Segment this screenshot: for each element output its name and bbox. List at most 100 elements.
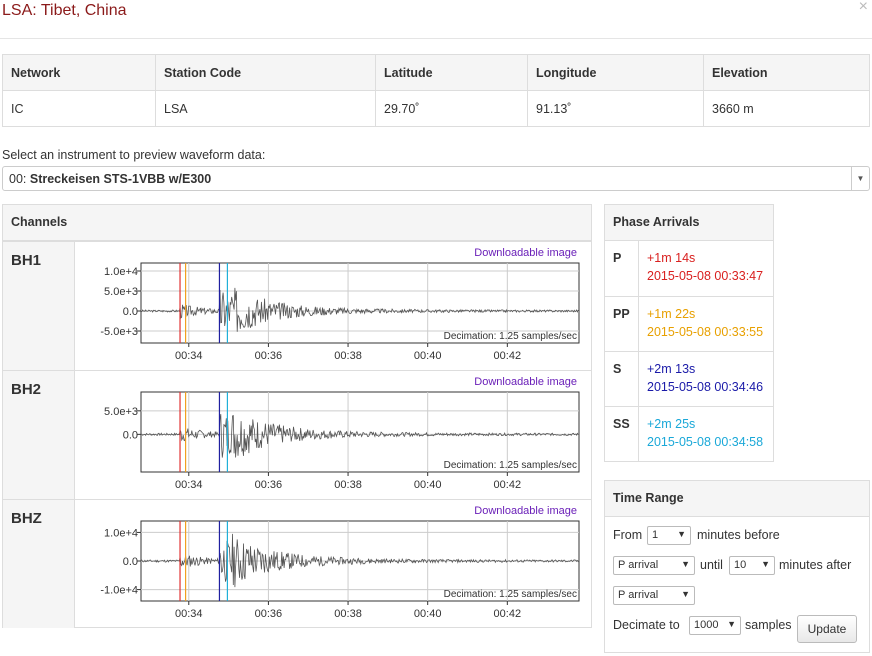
table-header-row: Network Station Code Latitude Longitude …: [2, 54, 870, 91]
y-tick-label: 0.0: [123, 556, 138, 568]
instrument-label: Select an instrument to preview waveform…: [2, 148, 266, 162]
x-tick-label: 00:36: [255, 479, 283, 491]
from-label: From: [613, 528, 643, 542]
x-tick-label: 00:38: [334, 350, 362, 362]
instrument-selected: Streckeisen STS-1VBB w/E300: [29, 172, 212, 186]
phase-relative-time: +2m 13s: [647, 362, 696, 376]
channels-panel: Channels BH1 Downloadable image 00:34 00:36…: [2, 204, 592, 628]
phase-name: S: [605, 352, 639, 406]
downloadable-image-link[interactable]: Downloadable image: [474, 505, 577, 517]
from-minutes-value: 1: [652, 529, 659, 541]
y-tick-label: -5.0e+3: [100, 326, 138, 338]
samples-label: samples: [745, 618, 792, 632]
x-tick-label: 00:36: [255, 608, 283, 620]
start-phase-value: P arrival: [618, 559, 659, 571]
time-range-title: Time Range: [605, 481, 869, 517]
before-label: minutes before: [697, 528, 780, 542]
phase-row-pp: PP +1m 22s 2015-05-08 00:33:55: [605, 296, 773, 351]
phase-arrivals-panel: Phase Arrivals P +1m 14s 2015-05-08 00:33:…: [604, 204, 774, 462]
x-tick-label: 00:34: [175, 350, 203, 362]
col-latitude: Latitude: [375, 54, 528, 91]
phase-relative-time: +2m 25s: [647, 417, 696, 431]
from-minutes-select[interactable]: 1 ▼: [647, 526, 691, 545]
channel-name: BH2: [3, 371, 75, 499]
instrument-select[interactable]: 00: Streckeisen STS-1VBB w/E300 ▼: [2, 166, 870, 191]
x-tick-label: 00:34: [175, 479, 203, 491]
decimation-label: Decimation: 1.25 samples/sec: [444, 589, 577, 600]
y-tick-label: 0.0: [123, 306, 138, 318]
decimation-label: Decimation: 1.25 samples/sec: [444, 331, 577, 342]
channel-row-bh1: BH1 Downloadable image 00:34 00:36 00:38 00:4…: [3, 241, 591, 370]
title-divider: [0, 38, 872, 39]
waveform-plot: 00:34 00:36 00:38 00:40 00:42 1.0e+4 5.0e+3 0.0…: [100, 262, 580, 362]
decimate-label: Decimate to: [613, 618, 680, 632]
until-label: until: [700, 558, 723, 572]
phase-absolute-time: 2015-05-08 00:33:47: [647, 269, 764, 283]
y-tick-label: 1.0e+4: [104, 527, 138, 539]
y-tick-label: 1.0e+4: [104, 266, 138, 278]
elevation-value: 3660 m: [703, 90, 870, 127]
longitude-value: 91.13˚: [527, 90, 704, 127]
close-icon[interactable]: ×: [858, 0, 868, 15]
chevron-down-icon: ▼: [727, 619, 736, 629]
y-tick-label: 5.0e+3: [104, 286, 138, 298]
channel-name: BHZ: [3, 500, 75, 628]
time-range-panel: Time Range From 1 ▼ minutes before P arri…: [604, 480, 870, 653]
until-minutes-select[interactable]: 10 ▼: [729, 556, 775, 575]
table-row: IC LSA 29.70˚ 91.13˚ 3660 m: [2, 90, 870, 127]
chevron-down-icon: ▼: [761, 559, 770, 569]
phase-row-p: P +1m 14s 2015-05-08 00:33:47: [605, 241, 773, 296]
chevron-down-icon: ▼: [681, 559, 690, 569]
end-phase-select[interactable]: P arrival ▼: [613, 586, 695, 605]
phase-absolute-time: 2015-05-08 00:33:55: [647, 325, 764, 339]
phase-relative-time: +1m 22s: [647, 307, 696, 321]
downloadable-image-link[interactable]: Downloadable image: [474, 247, 577, 259]
plot-frame: [140, 391, 580, 473]
waveform-trace: [140, 533, 580, 588]
decimate-value: 1000: [694, 619, 719, 631]
instrument-prefix: 00:: [9, 172, 30, 186]
waveform-plot: 00:34 00:36 00:38 00:40 00:42 5.0e+3 0.0 Decima…: [104, 391, 580, 491]
phase-row-s: S +2m 13s 2015-05-08 00:34:46: [605, 351, 773, 406]
x-tick-label: 00:40: [414, 350, 442, 362]
x-tick-label: 00:42: [494, 608, 522, 620]
col-elevation: Elevation: [703, 54, 870, 91]
waveform-trace: [140, 414, 580, 458]
y-tick-label: -1.0e+4: [100, 585, 138, 597]
chevron-down-icon[interactable]: ▼: [851, 167, 869, 190]
col-station-code: Station Code: [155, 54, 376, 91]
start-phase-select[interactable]: P arrival ▼: [613, 556, 695, 575]
dialog-title: LSA: Tibet, China: [2, 2, 127, 19]
channels-title: Channels: [3, 205, 591, 241]
phase-name: SS: [605, 407, 639, 461]
phase-absolute-time: 2015-05-08 00:34:58: [647, 435, 764, 449]
col-longitude: Longitude: [527, 54, 704, 91]
decimate-select[interactable]: 1000 ▼: [689, 616, 741, 635]
x-tick-label: 00:40: [414, 479, 442, 491]
decimation-label: Decimation: 1.25 samples/sec: [444, 460, 577, 471]
chevron-down-icon: ▼: [681, 589, 690, 599]
y-tick-label: 0.0: [123, 429, 138, 441]
x-tick-label: 00:40: [414, 608, 442, 620]
latitude-value: 29.70˚: [375, 90, 528, 127]
downloadable-image-link[interactable]: Downloadable image: [474, 376, 577, 388]
phase-row-ss: SS +2m 25s 2015-05-08 00:34:58: [605, 406, 773, 461]
x-tick-label: 00:34: [175, 608, 203, 620]
channel-row-bh2: BH2 Downloadable image 00:34 00:36 00:38 00:4…: [3, 370, 591, 499]
waveform-plot: 00:34 00:36 00:38 00:40 00:42 1.0e+4 0.0 -1.0e+…: [100, 520, 580, 620]
channel-row-bhz: BHZ Downloadable image 00:34 00:36 00:38 00:4…: [3, 499, 591, 628]
phase-name: PP: [605, 297, 639, 351]
x-tick-label: 00:36: [255, 350, 283, 362]
y-tick-label: 5.0e+3: [104, 406, 138, 418]
station-info-table: Network Station Code Latitude Longitude …: [2, 54, 870, 127]
end-phase-value: P arrival: [618, 589, 659, 601]
after-label: minutes after: [779, 558, 852, 572]
station-code-value: LSA: [155, 90, 376, 127]
x-tick-label: 00:42: [494, 479, 522, 491]
phase-name: P: [605, 241, 639, 296]
x-tick-label: 00:38: [334, 608, 362, 620]
network-value: IC: [2, 90, 156, 127]
plot-frame: [140, 262, 580, 344]
phase-arrivals-title: Phase Arrivals: [605, 205, 773, 241]
update-button[interactable]: Update: [797, 615, 857, 643]
